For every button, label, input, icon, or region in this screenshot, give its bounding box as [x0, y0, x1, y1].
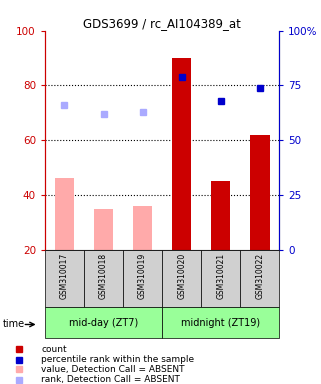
Title: GDS3699 / rc_AI104389_at: GDS3699 / rc_AI104389_at: [83, 17, 241, 30]
Bar: [240, 250, 279, 307]
Text: mid-day (ZT7): mid-day (ZT7): [69, 318, 138, 328]
Bar: [45, 250, 84, 307]
Bar: [162, 250, 201, 307]
Text: GSM310017: GSM310017: [60, 253, 69, 299]
Text: time: time: [3, 319, 25, 329]
Text: count: count: [41, 345, 67, 354]
Bar: [45, 307, 162, 338]
Text: midnight (ZT19): midnight (ZT19): [181, 318, 260, 328]
Bar: [94, 209, 113, 250]
Text: GSM310020: GSM310020: [177, 253, 186, 299]
Text: GSM310021: GSM310021: [216, 253, 225, 299]
Bar: [84, 250, 123, 307]
Bar: [123, 250, 162, 307]
Bar: [133, 206, 152, 250]
Text: value, Detection Call = ABSENT: value, Detection Call = ABSENT: [41, 365, 185, 374]
Text: GSM310019: GSM310019: [138, 253, 147, 299]
Text: GSM310018: GSM310018: [99, 253, 108, 299]
Text: percentile rank within the sample: percentile rank within the sample: [41, 355, 195, 364]
Bar: [201, 250, 240, 307]
Text: GSM310022: GSM310022: [255, 253, 264, 299]
Bar: [162, 307, 279, 338]
Bar: [172, 58, 191, 250]
Bar: [55, 179, 74, 250]
Text: rank, Detection Call = ABSENT: rank, Detection Call = ABSENT: [41, 375, 180, 384]
Bar: [211, 181, 230, 250]
Bar: [250, 135, 270, 250]
